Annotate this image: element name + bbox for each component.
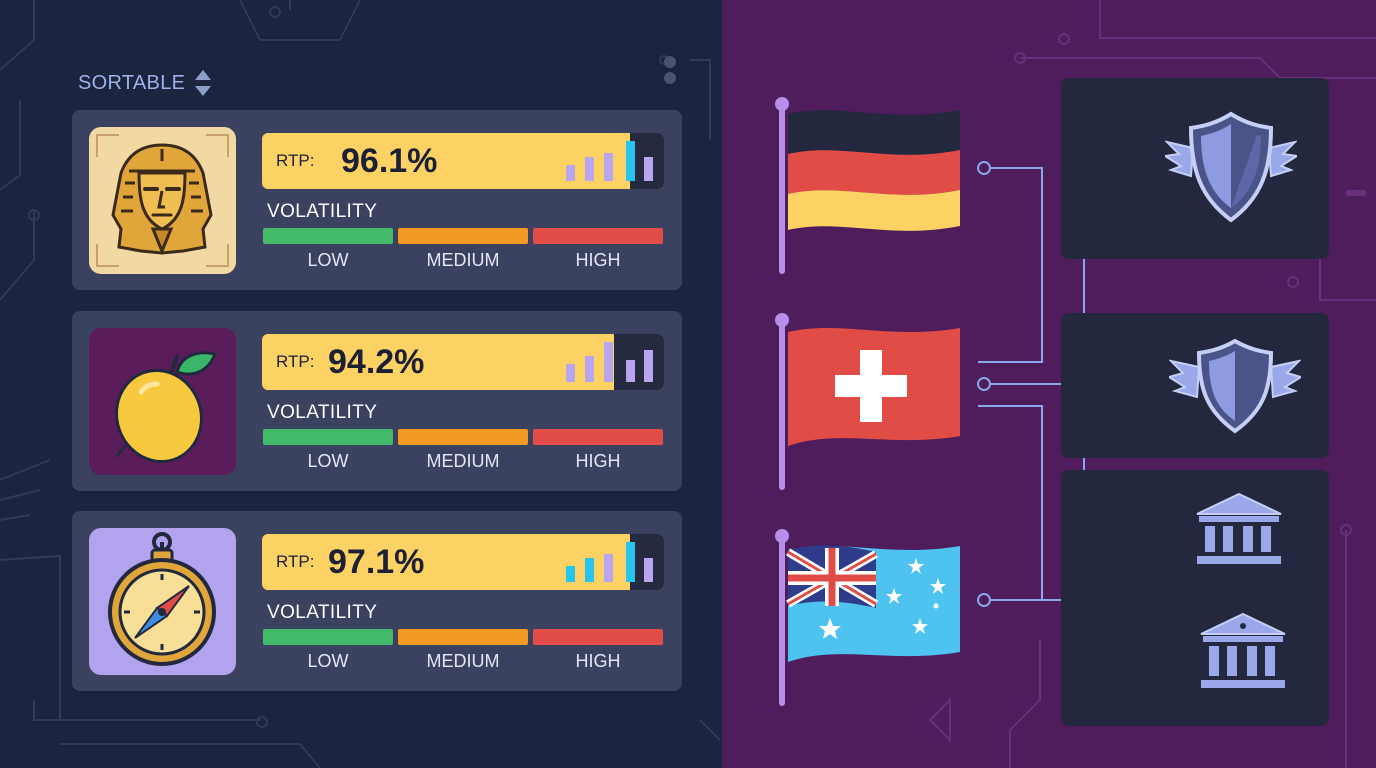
rtp-value: 97.1%	[328, 543, 425, 581]
rtp-value: 94.2%	[328, 343, 425, 381]
regulator-card[interactable]	[1061, 313, 1329, 458]
volatility-low-segment[interactable]	[263, 629, 393, 645]
volatility-high-text: HIGH	[575, 651, 621, 671]
game-thumbnail[interactable]	[89, 328, 236, 475]
rtp-bar: RTP: 96.1%	[262, 133, 664, 189]
lemon-icon	[115, 351, 218, 464]
volatility-label: VOLATILITY	[267, 602, 378, 623]
volatility-medium-segment[interactable]	[398, 429, 528, 445]
game-card[interactable]: RTP: 94.2% VOLATILITY LOW MEDIUM HIGH	[72, 311, 682, 491]
volatility-high-segment[interactable]	[533, 429, 663, 445]
volatility-medium-segment[interactable]	[398, 629, 528, 645]
winged-shield-icon	[1169, 338, 1301, 434]
winged-shield-icon	[1165, 111, 1297, 223]
rtp-bar-end	[614, 334, 664, 390]
volatility-high-text: HIGH	[575, 451, 621, 471]
volatility-label: VOLATILITY	[267, 402, 378, 423]
compass-icon	[108, 532, 216, 666]
game-thumbnail[interactable]	[89, 127, 236, 274]
volatility-low-text: LOW	[307, 250, 349, 270]
volatility-medium-text: MEDIUM	[426, 651, 500, 671]
more-options-icon[interactable]	[662, 54, 678, 86]
volatility-low-text: LOW	[307, 451, 349, 471]
volatility-medium-text: MEDIUM	[426, 250, 500, 270]
volatility-high-segment[interactable]	[533, 228, 663, 244]
volatility-high-segment[interactable]	[533, 629, 663, 645]
sort-updown-icon[interactable]	[193, 68, 213, 98]
regulator-card[interactable]	[1061, 78, 1329, 259]
volatility-low-segment[interactable]	[263, 429, 393, 445]
volatility-high-text: HIGH	[575, 250, 621, 270]
rtp-label: RTP:	[276, 552, 315, 571]
volatility-low-segment[interactable]	[263, 228, 393, 244]
regulator-card[interactable]	[1061, 470, 1329, 726]
volatility-medium-text: MEDIUM	[426, 451, 500, 471]
pharaoh-icon	[96, 134, 229, 267]
volatility-label: VOLATILITY	[267, 201, 378, 222]
sort-control[interactable]: SORTABLE	[78, 68, 213, 98]
australia-flag-icon[interactable]	[770, 526, 970, 710]
rtp-bar: RTP: 97.1%	[262, 534, 664, 590]
bank-building-icon	[1196, 492, 1282, 564]
game-card[interactable]: RTP: 96.1% VOLATILITY LOW MEDIUM HIGH	[72, 110, 682, 290]
rtp-value: 96.1%	[341, 142, 438, 180]
volatility-medium-segment[interactable]	[398, 228, 528, 244]
volatility-low-text: LOW	[307, 651, 349, 671]
rtp-label: RTP:	[276, 352, 315, 371]
germany-flag-icon[interactable]	[770, 94, 970, 278]
signal-bars-icon	[566, 141, 653, 181]
signal-bars-icon	[566, 342, 653, 382]
bank-building-icon	[1200, 612, 1286, 688]
switzerland-flag-icon[interactable]	[770, 310, 970, 494]
game-thumbnail[interactable]	[89, 528, 236, 675]
signal-bars-icon	[566, 542, 653, 582]
rtp-label: RTP:	[276, 151, 315, 170]
rtp-bar: RTP: 94.2%	[262, 334, 664, 390]
sort-label: SORTABLE	[78, 71, 186, 94]
game-card[interactable]: RTP: 97.1% VOLATILITY LOW MEDIUM HIGH	[72, 511, 682, 691]
